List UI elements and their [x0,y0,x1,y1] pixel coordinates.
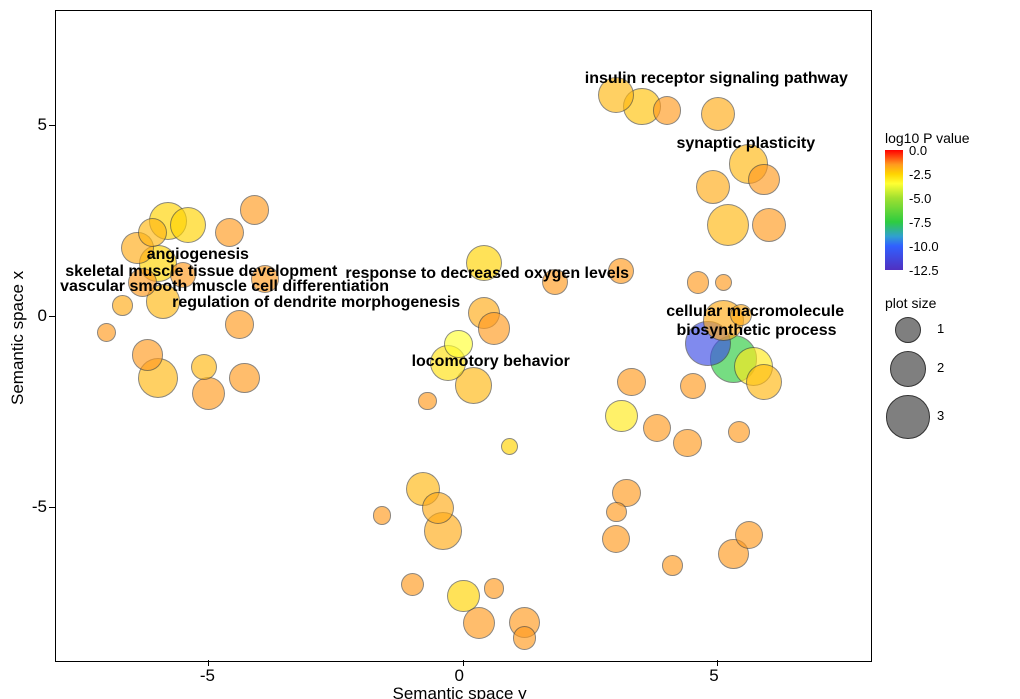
y-tick-mark [49,507,55,508]
size-legend-circle [895,317,921,343]
size-legend-label: 1 [937,321,944,336]
size-legend-label: 3 [937,408,944,423]
y-tick-label: 0 [38,306,47,326]
color-legend-title: log10 P value [885,130,970,146]
color-legend-tick: -7.5 [909,215,931,230]
color-legend-tick: -10.0 [909,239,939,254]
size-legend-label: 2 [937,360,944,375]
y-tick-label: 5 [38,115,47,135]
color-legend-tick: -2.5 [909,167,931,182]
color-legend-tick: -12.5 [909,263,939,278]
y-tick-mark [49,125,55,126]
x-tick-label: 0 [455,666,464,686]
color-legend-tick: 0.0 [909,143,927,158]
y-tick-mark [49,316,55,317]
color-legend-tick: -5.0 [909,191,931,206]
y-tick-label: -5 [32,497,47,517]
size-legend-title: plot size [885,295,936,311]
y-axis-label: Semantic space x [8,271,28,405]
x-axis-label: Semantic space y [393,684,527,699]
x-tick-label: -5 [200,666,215,686]
color-gradient-bar [885,150,903,270]
size-legend-circle [890,351,926,387]
size-legend-circle [886,395,930,439]
x-tick-label: 5 [709,666,718,686]
plot-area [55,10,872,662]
figure: Semantic space y Semantic space x -5 0 5 -5… [0,0,1020,699]
